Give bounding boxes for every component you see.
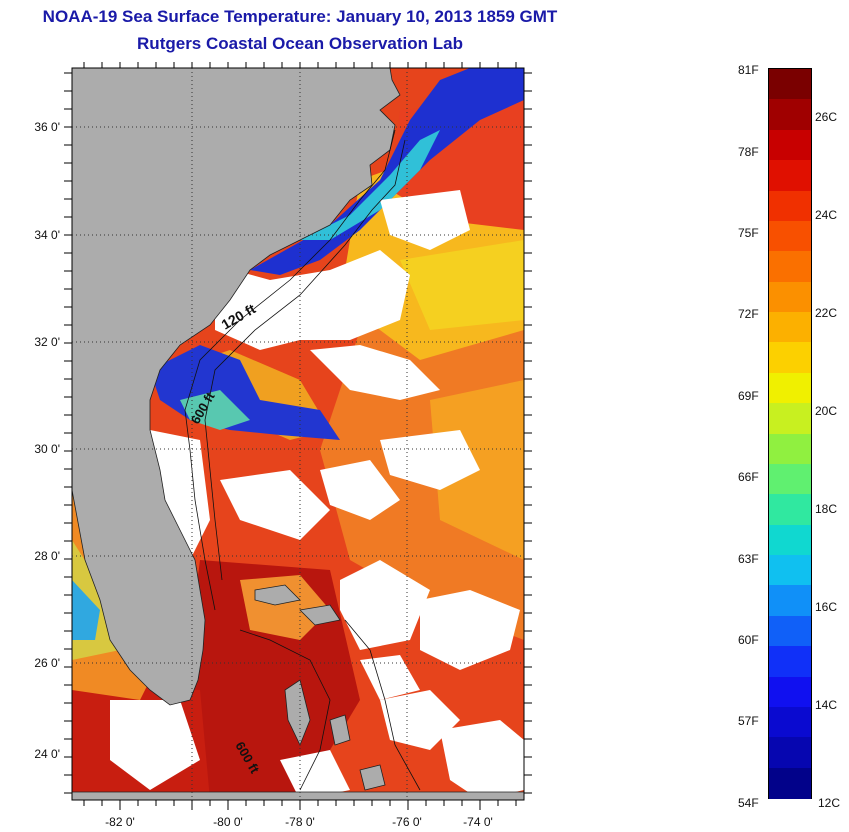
colorbar-band [769,129,811,161]
colorbar-band [769,220,811,252]
cb-c-16: 16C [815,600,838,614]
map-subtitle: Rutgers Coastal Ocean Observation Lab [137,34,463,53]
lon-label-80: -80 0' [213,815,243,829]
cb-f-66: 66F [738,470,759,484]
lon-label-82: -82 0' [105,815,135,829]
bahamas-islands [72,584,524,800]
map-frame [71,67,525,801]
cb-f-78: 78F [738,145,759,159]
colorbar-band [769,737,811,769]
map-title: NOAA-19 Sea Surface Temperature: January… [42,7,558,26]
cb-f-72: 72F [738,307,759,321]
colorbar-band [769,585,811,617]
colorbar-band [769,615,811,647]
cb-f-81: 81F [738,63,759,77]
colorbar-band [769,706,811,738]
cb-f-54: 54F [738,796,759,810]
colorbar-band [769,494,811,526]
cb-c-12: 12C [818,796,841,810]
lat-label-34: 34 0' [34,228,60,242]
colorbar-band [769,767,811,799]
colorbar-band [769,312,811,343]
lon-label-76: -76 0' [392,815,422,829]
colorbar-band [769,190,811,222]
colorbar-band [769,524,811,556]
axis-ticks [64,62,532,810]
cb-c-18: 18C [815,502,838,516]
cb-f-69: 69F [738,389,759,403]
colorbar-band [769,160,811,192]
sst-imagery [72,68,524,800]
lat-label-36: 36 0' [34,120,60,134]
lon-label-78: -78 0' [285,815,315,829]
colorbar-band [769,69,811,100]
cb-f-75: 75F [738,226,759,240]
colorbar-band [769,646,811,678]
colorbar-band [769,251,811,283]
lat-label-26: 26 0' [34,656,60,670]
colorbar-band [769,342,811,374]
cb-f-63: 63F [738,552,759,566]
cb-c-26: 26C [815,110,838,124]
isobath-contours [184,129,421,791]
colorbar-band [769,281,811,313]
colorbar-band [769,372,811,404]
colorbar-band [769,433,811,465]
lat-label-30: 30 0' [34,442,60,456]
lat-label-24: 24 0' [34,747,60,761]
cb-f-57: 57F [738,714,759,728]
colorbar-band [769,676,811,708]
cb-c-24: 24C [815,208,838,222]
cb-f-60: 60F [738,633,759,647]
cb-c-14: 14C [815,698,838,712]
colorbar-band [769,463,811,495]
lon-label-74: -74 0' [463,815,493,829]
colorbar-band [769,99,811,131]
lat-label-28: 28 0' [34,549,60,563]
cb-c-22: 22C [815,306,838,320]
lat-label-32: 32 0' [34,335,60,349]
colorbar-band [769,555,811,586]
cb-c-20: 20C [815,404,838,418]
graticule [72,68,524,800]
temperature-colorbar [768,68,812,799]
colorbar-band [769,403,811,435]
